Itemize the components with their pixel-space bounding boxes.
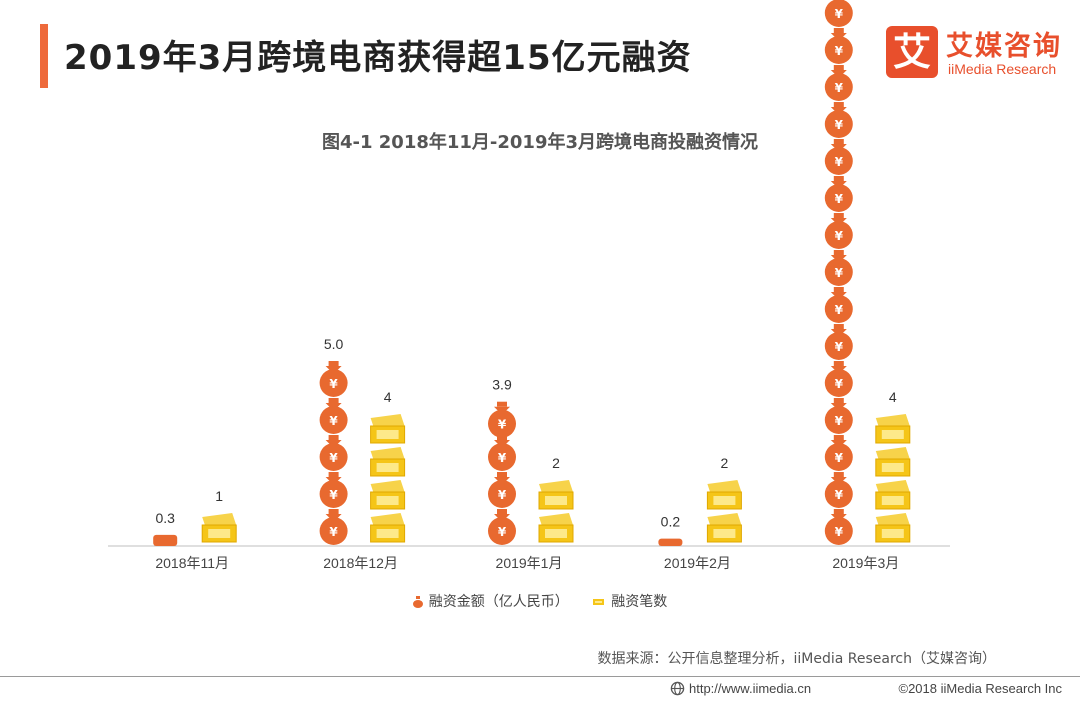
money-bag-icon (412, 596, 423, 608)
data-label-amount-1: 0.3 (155, 510, 175, 526)
svg-text:¥: ¥ (835, 266, 844, 280)
footer-divider (0, 676, 1080, 677)
data-label-amount-2: 5.0 (324, 336, 344, 352)
logo-cn-name: 艾媒咨询 (946, 31, 1062, 62)
svg-text:¥: ¥ (498, 488, 507, 502)
chart-legend: 融资金额（亿人民币） 融资笔数 (0, 591, 1080, 611)
svg-text:¥: ¥ (835, 488, 844, 502)
data-label-count-2: 4 (384, 389, 392, 405)
svg-text:¥: ¥ (329, 451, 338, 465)
data-label-amount-4: 0.2 (661, 514, 681, 530)
brand-logo: 艾 艾媒咨询 iiMedia Research (886, 24, 1072, 84)
bar-amount-4 (658, 538, 683, 546)
svg-text:¥: ¥ (835, 377, 844, 391)
svg-text:¥: ¥ (835, 192, 844, 206)
svg-text:¥: ¥ (835, 44, 844, 58)
bar-count-5 (875, 414, 911, 543)
svg-text:¥: ¥ (835, 7, 844, 21)
footer-url-text: http://www.iimedia.cn (689, 681, 812, 696)
page-title: 2019年3月跨境电商获得超15亿元融资 (64, 38, 692, 78)
svg-text:¥: ¥ (835, 340, 844, 354)
svg-text:¥: ¥ (835, 414, 844, 428)
svg-text:¥: ¥ (835, 303, 844, 317)
data-source-note: 数据来源：公开信息整理分析，iiMedia Research（艾媒咨询） (597, 651, 997, 667)
bar-count-1 (201, 513, 237, 543)
svg-text:¥: ¥ (329, 488, 338, 502)
svg-text:¥: ¥ (498, 451, 507, 465)
footer-copyright: ©2018 iiMedia Research Inc (898, 681, 1063, 696)
title-accent-bar (40, 24, 48, 88)
x-tick-label-5: 2019年3月 (832, 555, 899, 571)
bar-count-4 (706, 480, 742, 543)
legend-item-count: 融资笔数 (593, 591, 667, 611)
logo-mark: 艾 (886, 26, 938, 78)
bar-count-2 (370, 414, 406, 543)
footer-url[interactable]: http://www.iimedia.cn (670, 681, 811, 696)
svg-text:¥: ¥ (329, 414, 338, 428)
svg-text:¥: ¥ (329, 377, 338, 391)
legend-label-count: 融资笔数 (611, 594, 668, 610)
legend-item-amount: 融资金额（亿人民币） (412, 591, 569, 611)
bar-amount-3: ¥ ¥ ¥ ¥ (488, 401, 516, 545)
bar-amount-1 (153, 534, 178, 546)
x-tick-label-4: 2019年2月 (664, 555, 731, 571)
data-label-count-4: 2 (721, 455, 729, 471)
bar-amount-2: ¥ ¥ ¥ ¥ ¥ (319, 361, 348, 545)
x-tick-label-3: 2019年1月 (496, 555, 563, 571)
chart-title: 图4-1 2018年11月-2019年3月跨境电商投融资情况 (321, 132, 759, 153)
data-label-count-1: 1 (215, 488, 223, 504)
legend-label-amount: 融资金额（亿人民币） (428, 594, 569, 610)
svg-text:¥: ¥ (329, 525, 338, 539)
svg-text:¥: ¥ (835, 229, 844, 243)
x-tick-label-1: 2018年11月 (155, 555, 229, 571)
svg-text:¥: ¥ (835, 118, 844, 132)
svg-text:¥: ¥ (835, 525, 844, 539)
data-label-count-3: 2 (552, 455, 560, 471)
cash-stack-icon (593, 599, 605, 605)
svg-text:¥: ¥ (835, 155, 844, 169)
svg-text:¥: ¥ (498, 418, 507, 432)
svg-text:¥: ¥ (835, 81, 844, 95)
bar-amount-5: ¥¥¥¥¥¥¥¥¥¥¥¥¥¥¥¥¥¥ (824, 0, 853, 545)
svg-text:¥: ¥ (498, 525, 507, 539)
logo-en-name: iiMedia Research (948, 61, 1057, 77)
globe-icon (670, 681, 685, 696)
svg-text:¥: ¥ (835, 451, 844, 465)
data-label-count-5: 4 (889, 389, 897, 405)
x-tick-label-2: 2018年12月 (323, 555, 398, 571)
bar-count-3 (538, 480, 574, 543)
data-label-amount-3: 3.9 (492, 377, 512, 393)
